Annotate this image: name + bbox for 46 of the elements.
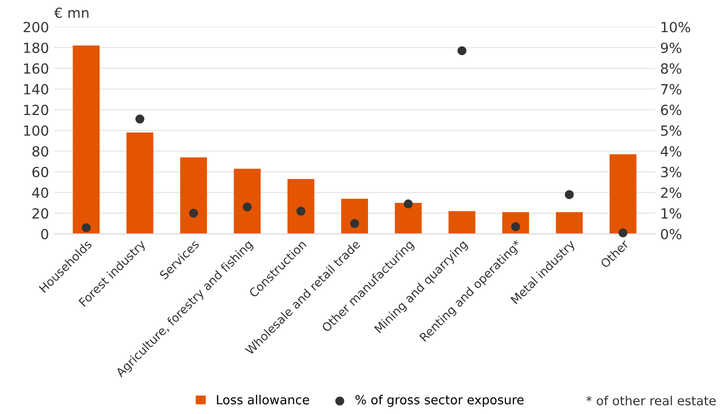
y-tick-label: 140 <box>24 84 48 94</box>
bar <box>288 179 314 234</box>
y-tick-label: 180 <box>24 42 48 54</box>
bar <box>341 198 368 234</box>
y2-tick-label: 4% <box>660 146 682 157</box>
bar <box>448 211 476 234</box>
bar <box>610 154 636 234</box>
legend-label: % of gross sector exposure <box>355 394 524 407</box>
y2-tick-label: 1% <box>662 208 682 219</box>
y-tick-label: 40 <box>32 187 48 198</box>
y2-tick-label: 5% <box>661 125 682 136</box>
y-tick-label: 100 <box>24 125 48 136</box>
text: * of other real estate <box>586 396 716 406</box>
point <box>82 223 91 232</box>
bar <box>234 168 261 234</box>
bar <box>394 202 422 234</box>
point <box>618 228 628 238</box>
legend-label: Loss allowance <box>216 394 310 404</box>
y2-tick-label: 8% <box>661 63 682 74</box>
y2-tick-label: 2% <box>661 187 682 198</box>
point <box>457 46 466 56</box>
y2-tick-label: 7% <box>661 84 682 94</box>
point <box>135 114 144 124</box>
bar <box>126 132 154 234</box>
bar <box>180 157 207 234</box>
point <box>350 219 360 228</box>
point <box>189 208 198 218</box>
y2-tick-label: 0% <box>660 228 682 240</box>
point <box>242 202 252 212</box>
y-tick-label: 20 <box>32 208 48 219</box>
y-axis-title: € mn <box>54 8 88 18</box>
point <box>296 206 306 216</box>
point <box>404 199 413 208</box>
y-tick-label: 160 <box>24 63 48 74</box>
y-tick-label: 80 <box>32 146 48 157</box>
point <box>564 190 574 200</box>
bar <box>72 46 100 234</box>
y2-tick-label: 9% <box>660 42 682 54</box>
y-tick-label: 0 <box>41 228 48 240</box>
bar <box>556 212 583 234</box>
y2-tick-label: 10% <box>662 22 690 32</box>
y-tick-label: 60 <box>32 166 48 178</box>
y-tick-label: 120 <box>24 104 48 116</box>
y2-tick-label: 6% <box>661 104 682 116</box>
y-tick-label: 200 <box>24 22 48 32</box>
y2-tick-label: 3% <box>661 166 682 178</box>
